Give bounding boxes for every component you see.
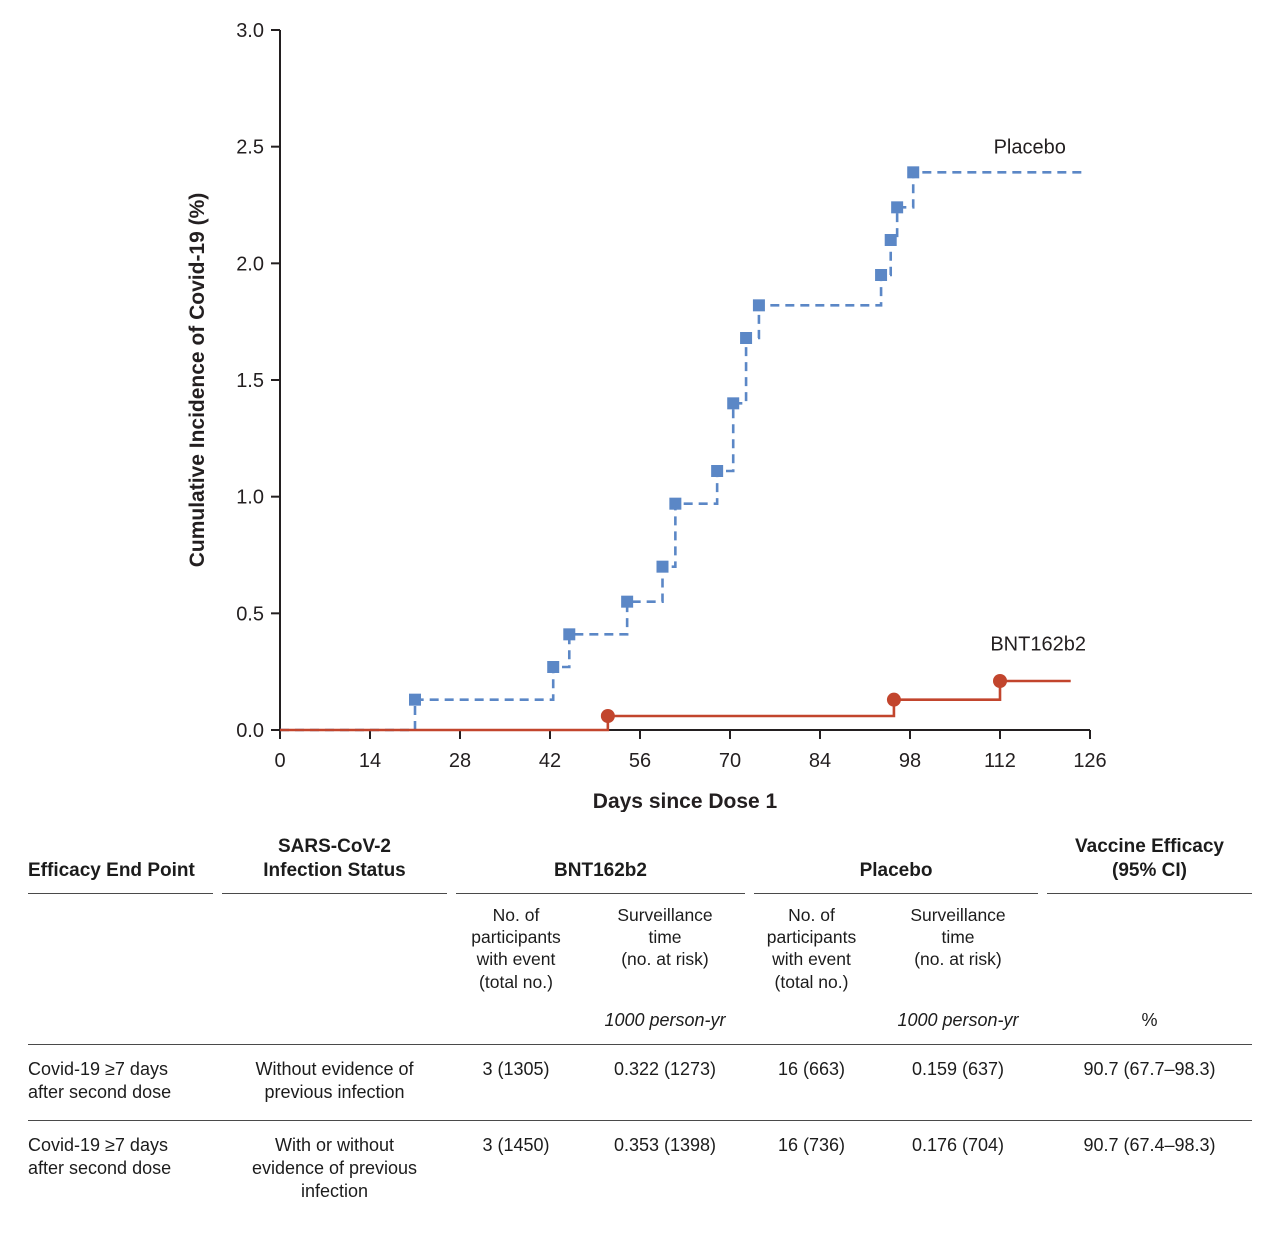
- row1-vaccine-efficacy: 90.7 (67.7–98.3): [1083, 1059, 1216, 1080]
- row1-status: Without evidence of previous infection: [255, 1059, 414, 1103]
- data-point-marker: [563, 628, 576, 641]
- y-tick-label: 1.5: [236, 370, 264, 392]
- row1-bnt-surveillance: 0.322 (1273): [613, 1059, 717, 1080]
- row2-placebo-events: 16 (736): [777, 1135, 846, 1156]
- row2-placebo-surveillance: 0.176 (704): [911, 1135, 1005, 1156]
- x-tick-label: 84: [809, 750, 831, 772]
- x-tick-label: 70: [719, 750, 741, 772]
- y-tick-label: 0.0: [236, 720, 264, 742]
- x-tick-label: 98: [899, 750, 921, 772]
- col-header-endpoint: Efficacy End Point: [28, 835, 213, 894]
- x-tick-label: 112: [984, 750, 1016, 772]
- units-bnt-person-yr: 1000 person-yr: [604, 1010, 726, 1031]
- row1-bnt-events: 3 (1305): [482, 1059, 550, 1080]
- row1-endpoint: Covid-19 ≥7 days after second dose: [28, 1059, 172, 1103]
- series-label-placebo: Placebo: [994, 137, 1066, 159]
- x-tick-label: 14: [359, 750, 381, 772]
- subheader-bnt-participants: No. of participants with event (total no…: [471, 904, 561, 992]
- data-point-marker: [621, 595, 634, 608]
- x-tick-label: 28: [449, 750, 471, 772]
- col-header-vaccine-efficacy: Vaccine Efficacy (95% CI): [1047, 835, 1252, 894]
- units-percent: %: [1141, 1010, 1158, 1031]
- chart-svg: 0 14 28 42 56 70 84 98 112 126 0.0 0.5 1.0 1.5 2.0 2.5 3…: [186, 20, 1107, 813]
- data-point-marker: [907, 166, 920, 179]
- row2-bnt-events: 3 (1450): [482, 1135, 550, 1156]
- row2-bnt-surveillance: 0.353 (1398): [613, 1135, 717, 1156]
- col-header-infection-status: SARS-CoV-2 Infection Status: [222, 835, 447, 894]
- y-tick-label: 3.0: [236, 20, 264, 42]
- row2-vaccine-efficacy: 90.7 (67.4–98.3): [1083, 1135, 1216, 1156]
- y-axis-label: Cumulative Incidence of Covid-19 (%): [186, 193, 209, 568]
- data-point-marker: [752, 299, 765, 312]
- col-header-bnt162b2: BNT162b2: [456, 835, 745, 894]
- table-rule: [28, 1120, 1252, 1122]
- data-point-marker: [656, 560, 669, 573]
- y-tick-label: 2.0: [236, 253, 264, 275]
- x-tick-label: 0: [274, 750, 285, 772]
- x-axis-label: Days since Dose 1: [593, 790, 778, 812]
- col-header-placebo: Placebo: [754, 835, 1038, 894]
- data-point-marker: [711, 465, 724, 477]
- efficacy-table: Efficacy End Point SARS-CoV-2 Infection …: [0, 817, 1280, 1219]
- data-point-marker: [669, 497, 682, 510]
- x-tick-label: 56: [629, 750, 651, 772]
- row2-endpoint: Covid-19 ≥7 days after second dose: [28, 1135, 172, 1179]
- series-line-placebo: [280, 171, 1084, 732]
- data-point-marker: [875, 269, 888, 281]
- data-point-marker: [600, 709, 615, 723]
- y-tick-label: 2.5: [236, 137, 264, 159]
- data-point-marker: [547, 661, 560, 673]
- subheader-placebo-participants: No. of participants with event (total no…: [766, 904, 857, 992]
- data-point-marker: [884, 234, 897, 246]
- data-point-marker: [740, 332, 753, 344]
- x-tick-label: 42: [539, 750, 561, 772]
- series-line-bnt162b2: [280, 679, 1071, 732]
- data-point-marker: [886, 692, 901, 707]
- data-point-marker: [727, 397, 740, 410]
- subheader-placebo-surveillance: Surveillance time (no. at risk): [910, 904, 1006, 970]
- units-placebo-person-yr: 1000 person-yr: [897, 1010, 1019, 1031]
- row1-placebo-surveillance: 0.159 (637): [911, 1059, 1005, 1080]
- row1-placebo-events: 16 (663): [777, 1059, 846, 1080]
- data-point-marker: [891, 201, 904, 214]
- table-rule: [28, 1044, 1252, 1046]
- y-tick-label: 1.0: [236, 487, 264, 509]
- row2-status: With or without evidence of previous inf…: [251, 1135, 418, 1202]
- y-tick-label: 0.5: [236, 603, 264, 625]
- x-tick-label: 126: [1073, 750, 1106, 772]
- data-point-marker: [409, 693, 421, 706]
- subheader-bnt-surveillance: Surveillance time (no. at risk): [617, 904, 713, 970]
- series-label-bnt162b2: BNT162b2: [990, 634, 1086, 656]
- data-point-marker: [993, 674, 1007, 688]
